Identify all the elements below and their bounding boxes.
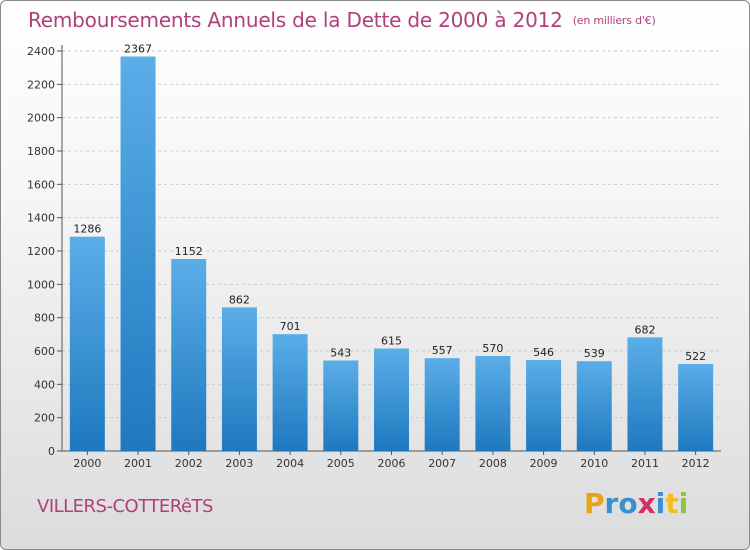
proxiti-logo: Proxiti	[584, 487, 688, 520]
bar-2004	[272, 334, 308, 451]
x-tick-label: 2010	[580, 457, 608, 470]
y-tick-label: 200	[34, 412, 55, 425]
y-tick-label: 1600	[27, 178, 55, 191]
logo-letter: i	[678, 487, 689, 520]
chart-title-text: Remboursements Annuels de la Dette de 20…	[28, 8, 563, 32]
bar-2009	[526, 360, 562, 451]
logo-letter: o	[618, 487, 638, 520]
x-tick-label: 2012	[682, 457, 710, 470]
y-tick-label: 2000	[27, 112, 55, 125]
y-tick-label: 1200	[27, 245, 55, 258]
x-tick-label: 2002	[175, 457, 203, 470]
y-tick-label: 600	[34, 345, 55, 358]
logo-letter: P	[584, 487, 605, 520]
bar-2000	[69, 236, 105, 451]
y-tick-label: 400	[34, 378, 55, 391]
x-tick-label: 2001	[124, 457, 152, 470]
x-tick-label: 2006	[378, 457, 406, 470]
bar-value-label: 522	[685, 350, 706, 363]
x-tick-label: 2000	[73, 457, 101, 470]
x-tick-label: 2008	[479, 457, 507, 470]
bars	[69, 56, 714, 451]
bar-value-label: 1152	[175, 245, 203, 258]
bar-value-label: 862	[229, 293, 250, 306]
bar-2011	[627, 337, 663, 451]
logo-letter: i	[655, 487, 666, 520]
logo-letter: t	[665, 487, 679, 520]
y-tick-label: 1800	[27, 145, 55, 158]
x-tick-label: 2011	[631, 457, 659, 470]
y-tick-label: 1400	[27, 212, 55, 225]
bar-value-label: 570	[482, 342, 503, 355]
bar-2010	[576, 361, 612, 451]
bar-value-label: 539	[584, 347, 605, 360]
y-tick-label: 1000	[27, 278, 55, 291]
logo-letter: x	[637, 487, 656, 520]
labels: 0 200 400 600 800 1000 1200 1400 1600 1800 2000 220…	[27, 43, 710, 471]
bar-2008	[475, 356, 511, 451]
bar-2006	[374, 348, 409, 451]
chart-title: Remboursements Annuels de la Dette de 20…	[28, 8, 656, 32]
bar-value-label: 615	[381, 335, 402, 348]
bar-2001	[120, 56, 156, 451]
x-tick-label: 2004	[276, 457, 304, 470]
x-tick-label: 2009	[530, 457, 558, 470]
bar-value-label: 543	[330, 347, 351, 360]
bar-value-label: 2367	[124, 43, 152, 56]
bar-value-label: 682	[634, 323, 655, 336]
bar-value-label: 701	[280, 320, 301, 333]
bar-2007	[424, 358, 460, 451]
x-tick-label: 2005	[327, 457, 355, 470]
y-tick-label: 2400	[27, 45, 55, 58]
y-tick-label: 800	[34, 312, 55, 325]
city-name: VILLERS-COTTERêTS	[37, 496, 213, 517]
bar-2002	[171, 259, 207, 451]
bar-value-label: 1286	[73, 223, 101, 236]
bar-2012	[678, 364, 714, 451]
bar-2003	[221, 307, 257, 451]
bar-value-label: 557	[432, 344, 453, 357]
bar-value-label: 546	[533, 346, 554, 359]
logo-letter: r	[604, 487, 619, 520]
y-tick-label: 2200	[27, 78, 55, 91]
bar-2005	[323, 360, 359, 451]
x-tick-label: 2007	[428, 457, 456, 470]
x-tick-label: 2003	[225, 457, 253, 470]
y-tick-label: 0	[48, 445, 55, 458]
chart-subtitle: (en milliers d'€)	[572, 14, 656, 27]
